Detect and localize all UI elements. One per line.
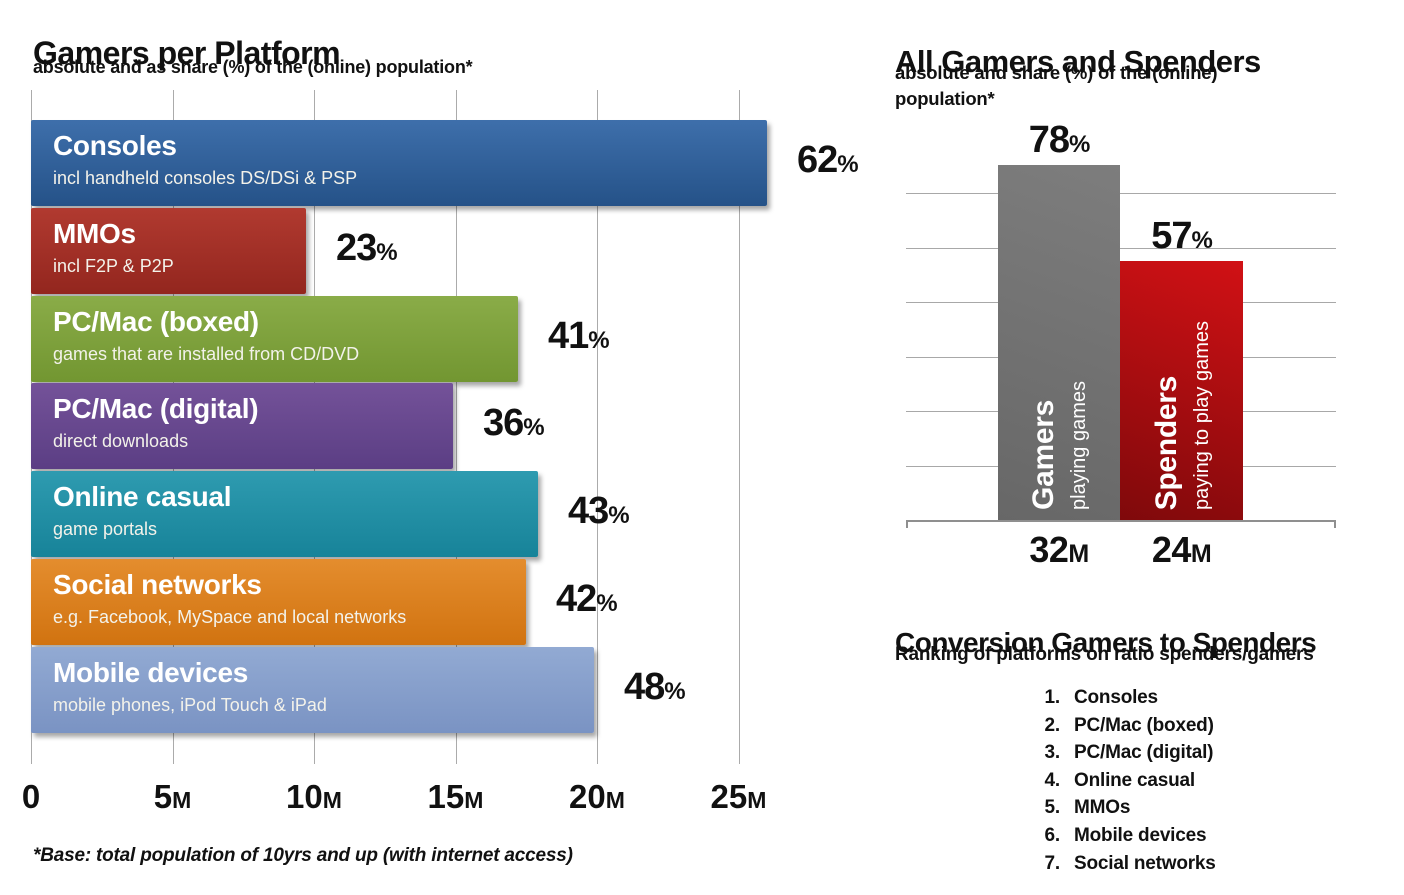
gridline-horizontal: [906, 193, 1336, 194]
percent-spenders: 57%: [1151, 215, 1213, 257]
rank-label: PC/Mac (digital): [1074, 742, 1214, 764]
rank-label: MMOs: [1074, 797, 1131, 819]
bar-percent-consoles: 62%: [797, 139, 859, 181]
bar-percent-online-casual: 43%: [568, 490, 630, 533]
rank-number: 1.: [1044, 687, 1061, 708]
bar-label: PC/Mac (boxed): [53, 305, 259, 337]
rank-item-consoles: 1. Consoles: [1038, 684, 1216, 712]
percent-gamers: 78%: [1028, 119, 1091, 161]
rank-number: 4.: [1044, 769, 1061, 791]
footnote: *Base: total population of 10yrs and up …: [33, 845, 573, 866]
bar-percent-social-networks: 42%: [556, 578, 618, 620]
conversion-title: Conversion Gamers to Spenders: [895, 627, 1317, 659]
x-axis-tick-label: 5M: [153, 778, 192, 815]
rank-item-pc-mac-digital: 3. PC/Mac (digital): [1038, 739, 1216, 767]
rank-item-mmos: 5. MMOs: [1038, 794, 1216, 822]
rank-number: 6.: [1044, 824, 1061, 846]
bar-sublabel: incl F2P & P2P: [53, 255, 174, 276]
rank-label: Consoles: [1074, 687, 1158, 708]
rank-number: 3.: [1044, 742, 1061, 764]
bar-sublabel: e.g. Facebook, MySpace and local network…: [53, 607, 407, 627]
bar-percent-mobile-devices: 48%: [624, 665, 686, 708]
conversion-subtitle: Ranking of platforms on ratio spenders/g…: [895, 644, 1314, 665]
rank-label: PC/Mac (boxed): [1074, 714, 1214, 736]
bar-description: paying to play games: [1190, 320, 1213, 510]
axis-end-tick: [1334, 520, 1336, 528]
bar-percent-pc-mac-digital: 36%: [483, 402, 545, 445]
millions-spenders: 24M: [1151, 529, 1212, 570]
millions-gamers: 32M: [1029, 529, 1089, 570]
left-chart-title: Gamers per Platform: [33, 35, 341, 72]
bar-sublabel: mobile phones, iPod Touch & iPad: [53, 694, 327, 715]
bar-spenders: Spenders paying to play games: [1120, 261, 1243, 520]
rank-item-online-casual: 4. Online casual: [1038, 767, 1216, 795]
bar-consoles: Consoles incl handheld consoles DS/DSi & …: [31, 120, 767, 206]
bar-name: Gamers: [1027, 400, 1060, 510]
x-axis-tick-label: 0: [21, 778, 41, 815]
bar-label: Social networks: [53, 569, 262, 600]
bar-name: Spenders: [1149, 375, 1183, 510]
bar-mobile-devices: Mobile devices mobile phones, iPod Touch …: [31, 646, 594, 733]
gridline-horizontal: [906, 248, 1336, 249]
bar-label: PC/Mac (digital): [53, 393, 259, 425]
bar-percent-mmos: 23%: [336, 226, 398, 269]
bar-sublabel: games that are installed from CD/DVD: [53, 343, 360, 364]
bar-gamers: Gamers playing games: [998, 165, 1120, 520]
rank-label: Social networks: [1074, 852, 1216, 874]
gridline-vertical: [455, 90, 457, 764]
conversion-ranking-list: 1. Consoles 2. PC/Mac (boxed) 3. PC/Mac (digi…: [1038, 684, 1216, 877]
bar-label: Online casual: [53, 481, 232, 513]
rank-number: 7.: [1044, 852, 1061, 874]
bar-inner-labels: Spenders paying to play games: [1120, 321, 1243, 510]
rank-item-social-networks: 7. Social networks: [1038, 850, 1216, 878]
bar-inner-labels: Gamers playing games: [998, 381, 1120, 510]
right-chart-title: All Gamers and Spenders: [895, 43, 1261, 79]
bar-label: Consoles: [53, 130, 177, 161]
left-chart-subtitle: absolute and as share (%) of the (online…: [33, 57, 473, 77]
rank-number: 5.: [1044, 797, 1061, 819]
rank-label: Online casual: [1074, 769, 1195, 791]
bar-online-casual: Online casual game portals: [31, 471, 538, 558]
x-axis-tick-label: 20M: [569, 778, 625, 815]
rank-label: Mobile devices: [1074, 824, 1207, 846]
bar-sublabel: game portals: [53, 519, 158, 540]
bar-description: playing games: [1068, 381, 1090, 510]
x-axis-tick-label: 10M: [286, 778, 342, 815]
bar-label: Mobile devices: [53, 656, 248, 688]
rank-item-pc-mac-boxed: 2. PC/Mac (boxed): [1038, 712, 1216, 740]
bar-social-networks: Social networks e.g. Facebook, MySpace an…: [31, 559, 526, 645]
bar-pc-mac-digital: PC/Mac (digital) direct downloads: [31, 383, 453, 470]
bar-label: MMOs: [53, 217, 136, 249]
axis-end-tick: [906, 520, 908, 528]
x-axis-tick-label: 25M: [710, 778, 767, 815]
bar-pc-mac-boxed: PC/Mac (boxed) games that are installed f…: [31, 295, 518, 382]
gridline-vertical: [738, 90, 740, 764]
bar-sublabel: incl handheld consoles DS/DSi & PSP: [53, 168, 358, 188]
right-chart-subtitle: absolute and share (%) of the (online) p…: [895, 62, 1218, 109]
bar-percent-pc-mac-boxed: 41%: [548, 314, 610, 357]
x-axis-tick-label: 15M: [427, 778, 484, 815]
rank-item-mobile-devices: 6. Mobile devices: [1038, 822, 1216, 850]
bar-mmos: MMOs incl F2P & P2P: [31, 207, 306, 294]
gridline-vertical: [597, 90, 598, 764]
rank-number: 2.: [1044, 714, 1061, 736]
right-chart-baseline: [906, 520, 1336, 522]
bar-sublabel: direct downloads: [53, 431, 189, 452]
